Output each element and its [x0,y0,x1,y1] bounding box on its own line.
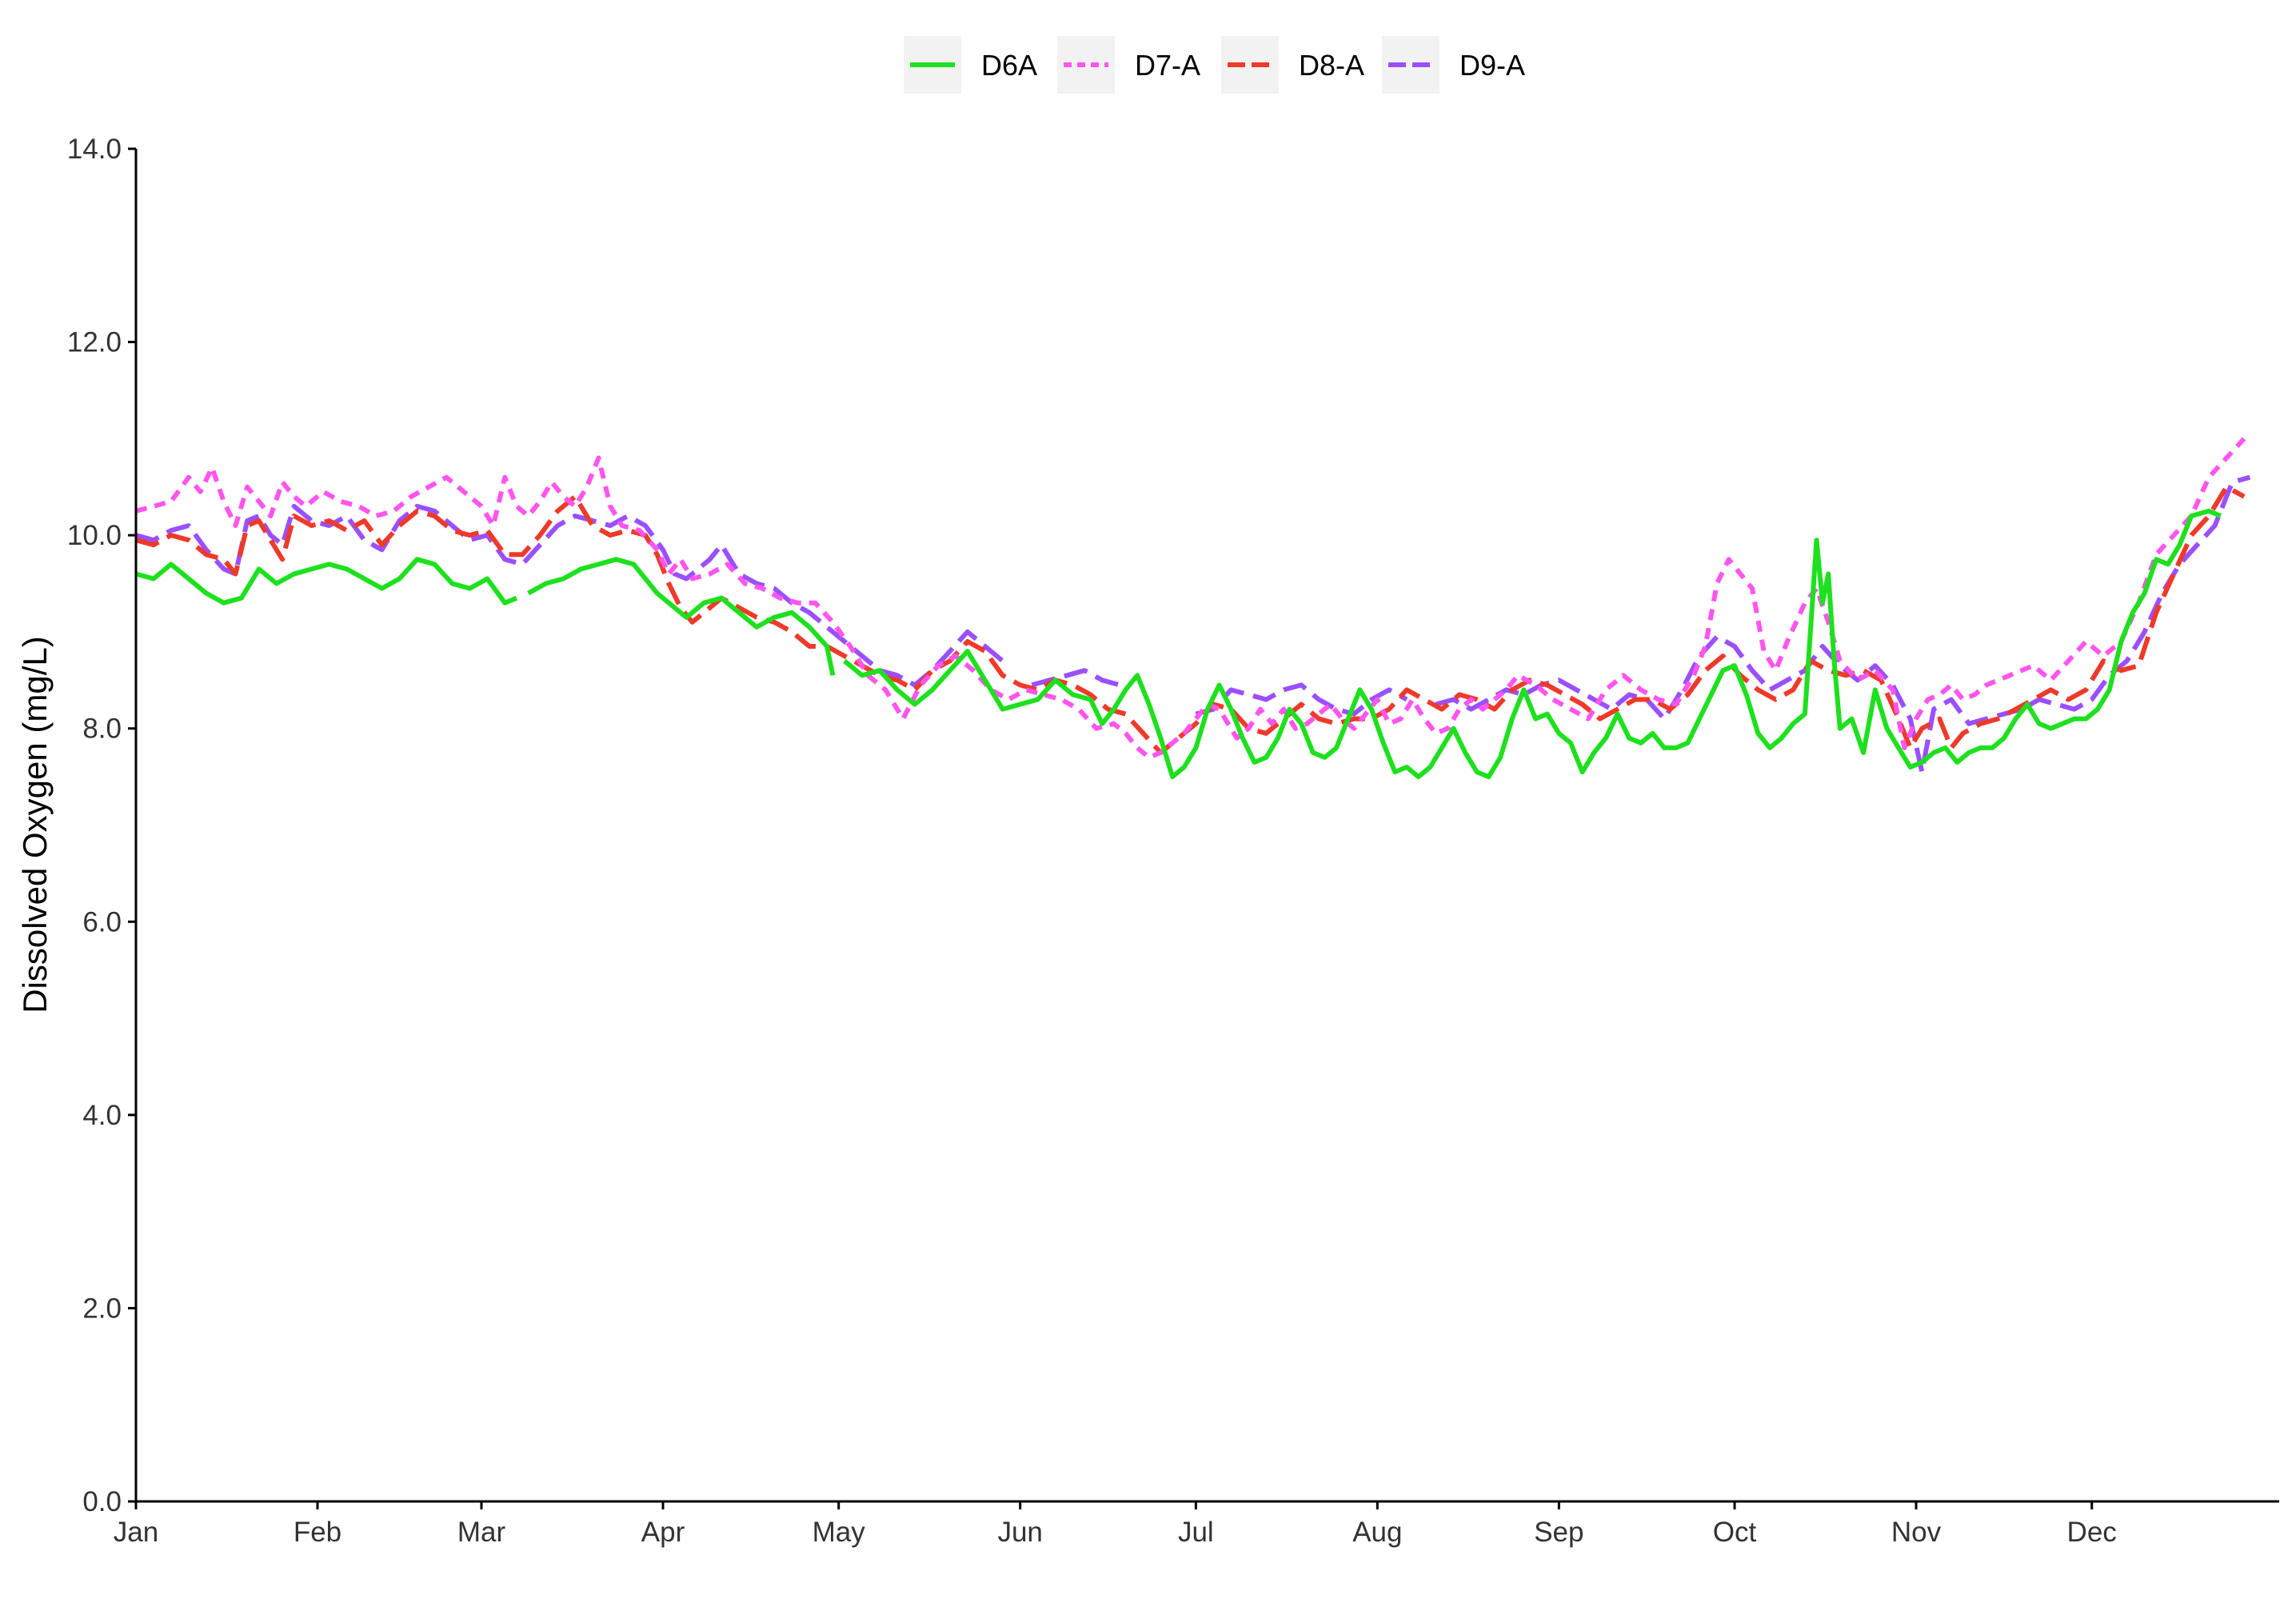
y-tick-label: 10.0 [67,520,122,551]
x-tick-label: Apr [641,1517,685,1548]
x-tick-label: Mar [457,1517,506,1548]
x-tick-label: Jul [1178,1517,1214,1548]
x-tick-label: Jun [997,1517,1042,1548]
series-line-d7-a [135,437,2246,760]
x-tick-label: Feb [293,1517,341,1548]
x-tick-label: Oct [1713,1517,1757,1548]
y-tick-label: 14.0 [67,134,122,165]
legend-label-d8-a: D8-A [1299,49,1364,82]
series-line-d9-a [135,503,1004,688]
y-tick-label: 8.0 [82,714,122,745]
y-axis-label: Dissolved Oxygen (mg/L) [16,636,54,1013]
series-line-d9-a [1195,682,1408,717]
x-tick-label: Nov [1891,1517,1942,1548]
x-tick-label: May [813,1517,866,1548]
y-tick-label: 0.0 [82,1486,122,1517]
x-tick-label: Sep [1534,1517,1583,1548]
series-line-d6a [527,557,836,676]
series-line-d9-a [1031,668,1121,688]
y-tick-label: 12.0 [67,327,122,358]
series-line-d6a [135,557,518,606]
series-layer [135,437,2251,780]
x-tick-label: Dec [2067,1517,2117,1548]
series-line-d6a [843,508,2222,780]
y-tick-label: 4.0 [82,1100,122,1131]
x-ticks: Jan Feb Mar Apr May Jun Jul Aug Sep Oct Nov Dec [114,1501,2117,1548]
y-tick-label: 6.0 [82,906,122,937]
x-tick-label: Jan [114,1517,158,1548]
legend-label-d7-a: D7-A [1135,49,1200,82]
y-tick-label: 2.0 [82,1293,122,1324]
y-ticks: 0.0 2.0 4.0 6.0 8.0 10.0 12.0 14.0 [67,134,136,1517]
legend-label-d6a: D6A [981,49,1037,82]
legend-label-d9-a: D9-A [1459,49,1525,82]
legend: D6A D7-A D8-A D9-A [904,36,1525,94]
axes [134,149,2279,1503]
x-tick-label: Aug [1352,1517,1402,1548]
